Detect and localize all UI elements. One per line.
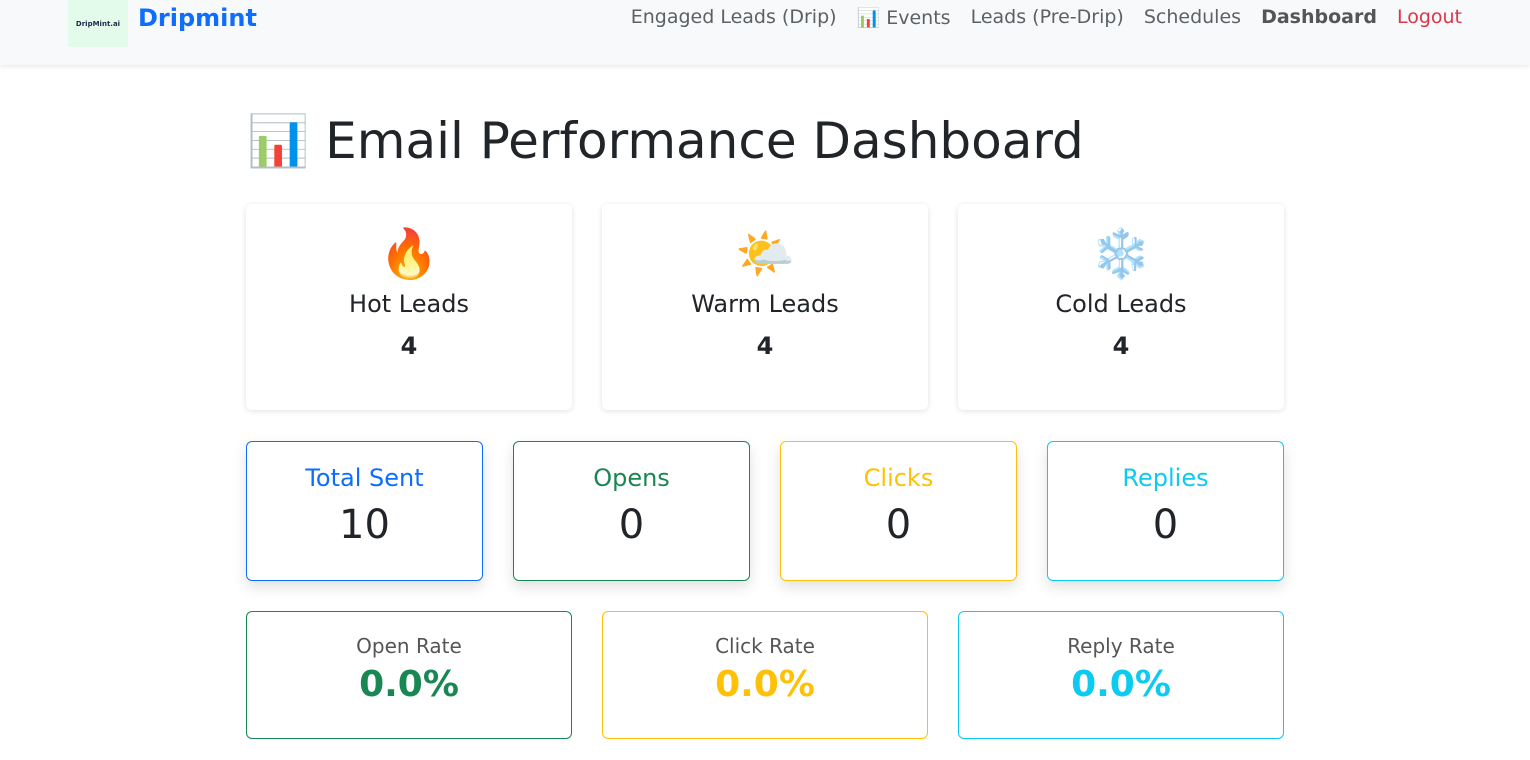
open-rate-card: Open Rate 0.0% [246,611,572,739]
card-value: 0 [885,502,912,548]
card-value: 0 [618,502,645,548]
reply-rate-card: Reply Rate 0.0% [958,611,1284,739]
fire-icon: 🔥 [379,226,439,282]
card-value: 4 [756,332,774,360]
nav-events[interactable]: 📊 Events [856,7,951,29]
opens-card: Opens 0 [513,441,750,581]
card-value: 0.0% [1071,664,1171,705]
total-sent-card: Total Sent 10 [246,441,483,581]
card-label: Hot Leads [349,290,469,318]
nav-logout[interactable]: Logout [1396,6,1462,28]
card-value: 0.0% [359,664,459,705]
snowflake-icon: ❄️ [1091,226,1151,282]
card-value: 4 [1112,332,1130,360]
nav-leads-pre-drip[interactable]: Leads (Pre-Drip) [970,6,1124,28]
card-label: Opens [593,464,670,492]
brand-link[interactable]: Dripmint [138,4,257,32]
card-label: Clicks [863,464,934,492]
logo[interactable]: DripMint.ai [68,0,128,47]
click-rate-card: Click Rate 0.0% [602,611,928,739]
sun-cloud-icon: 🌤️ [735,226,795,282]
warm-leads-card: 🌤️ Warm Leads 4 [602,204,928,410]
card-value: 10 [339,502,390,548]
card-value: 4 [400,332,418,360]
nav-engaged-leads[interactable]: Engaged Leads (Drip) [630,6,837,28]
card-label: Total Sent [305,464,424,492]
card-label: Reply Rate [1067,634,1175,658]
clicks-card: Clicks 0 [780,441,1017,581]
card-label: Warm Leads [691,290,839,318]
hot-leads-card: 🔥 Hot Leads 4 [246,204,572,410]
nav-schedules[interactable]: Schedules [1143,6,1242,28]
card-value: 0 [1152,502,1179,548]
navbar: DripMint.ai Dripmint Engaged Leads (Drip… [0,0,1530,65]
cold-leads-card: ❄️ Cold Leads 4 [958,204,1284,410]
card-label: Cold Leads [1055,290,1187,318]
card-label: Open Rate [356,634,462,658]
card-label: Replies [1122,464,1209,492]
nav-dashboard[interactable]: Dashboard [1261,6,1377,28]
replies-card: Replies 0 [1047,441,1284,581]
card-value: 0.0% [715,664,815,705]
card-label: Click Rate [715,634,815,658]
page-title: 📊 Email Performance Dashboard [247,112,1084,170]
